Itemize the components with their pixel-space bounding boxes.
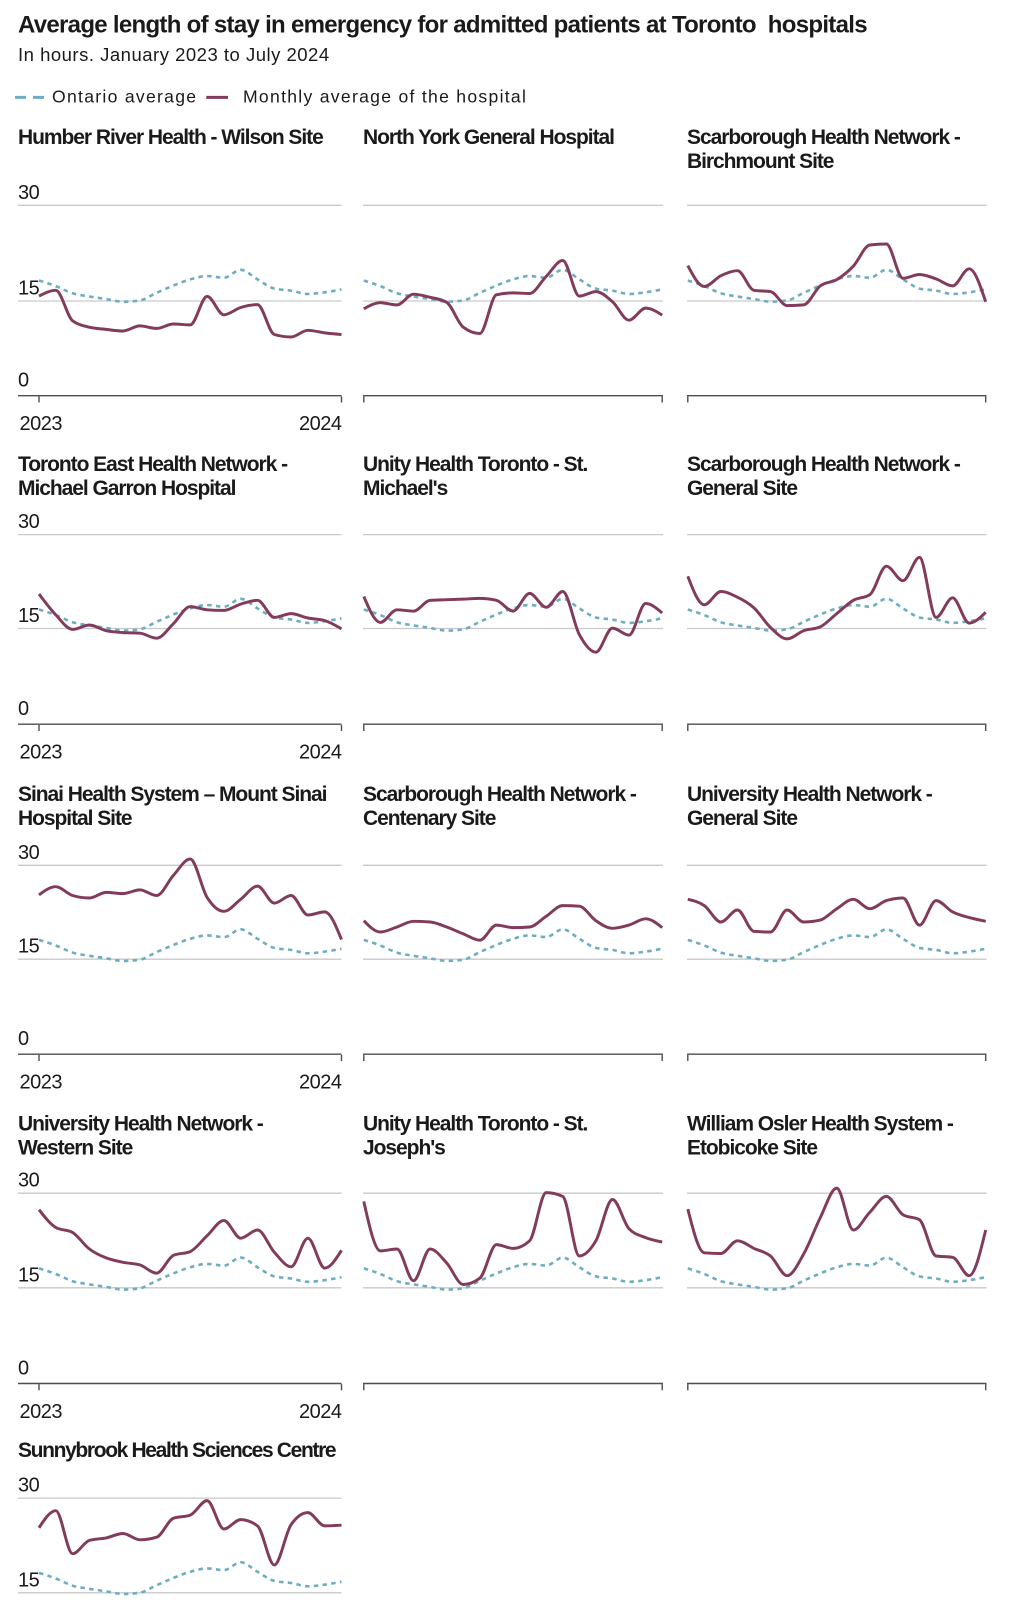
svg-text:Ontario average: Ontario average — [52, 86, 197, 106]
svg-text:0: 0 — [18, 1028, 29, 1050]
svg-text:30: 30 — [18, 842, 40, 864]
svg-text:30: 30 — [18, 1475, 40, 1497]
svg-text:Joseph's: Joseph's — [363, 1136, 445, 1159]
svg-text:General Site: General Site — [687, 477, 797, 500]
svg-text:2023: 2023 — [20, 1072, 63, 1094]
svg-text:2024: 2024 — [299, 742, 342, 764]
svg-text:15: 15 — [18, 1264, 40, 1286]
svg-text:2023: 2023 — [20, 1401, 63, 1423]
svg-text:Sunnybrook Health Sciences Cen: Sunnybrook Health Sciences Centre — [18, 1439, 336, 1462]
svg-text:30: 30 — [18, 511, 40, 533]
svg-text:30: 30 — [18, 182, 40, 204]
svg-text:Scarborough Health Network -: Scarborough Health Network - — [363, 783, 637, 806]
svg-text:Etobicoke Site: Etobicoke Site — [687, 1136, 817, 1159]
svg-text:Unity Health Toronto - St.: Unity Health Toronto - St. — [363, 1112, 588, 1135]
svg-text:0: 0 — [18, 1358, 29, 1380]
svg-text:University Health Network -: University Health Network - — [687, 783, 933, 806]
svg-text:Michael Garron Hospital: Michael Garron Hospital — [18, 477, 236, 500]
svg-text:2024: 2024 — [299, 1072, 342, 1094]
svg-text:Humber River Health - Wilson S: Humber River Health - Wilson Site — [18, 126, 323, 149]
svg-text:North York General Hospital: North York General Hospital — [363, 126, 614, 149]
svg-text:General Site: General Site — [687, 807, 797, 830]
svg-text:2023: 2023 — [20, 742, 63, 764]
svg-text:15: 15 — [18, 605, 40, 627]
svg-text:2024: 2024 — [299, 1401, 342, 1423]
svg-text:Sinai Health System – Mount Si: Sinai Health System – Mount Sinai — [18, 783, 327, 806]
svg-text:30: 30 — [18, 1170, 40, 1192]
svg-text:Monthly average of the hospita: Monthly average of the hospital — [243, 86, 527, 106]
svg-text:0: 0 — [18, 370, 29, 392]
svg-text:Average length of stay in emer: Average length of stay in emergency for … — [18, 12, 867, 39]
svg-text:Scarborough Health Network -: Scarborough Health Network - — [687, 126, 961, 149]
svg-text:Hospital Site: Hospital Site — [18, 807, 132, 830]
svg-text:Centenary Site: Centenary Site — [363, 807, 496, 830]
svg-text:15: 15 — [18, 1569, 40, 1591]
svg-text:In hours. January 2023 to July: In hours. January 2023 to July 2024 — [18, 44, 330, 65]
svg-text:William Osler Health System -: William Osler Health System - — [687, 1112, 954, 1135]
svg-text:Western Site: Western Site — [18, 1136, 133, 1159]
svg-text:Toronto East Health Network -: Toronto East Health Network - — [18, 453, 288, 476]
svg-text:Michael's: Michael's — [363, 477, 448, 500]
svg-text:0: 0 — [18, 698, 29, 720]
svg-text:2023: 2023 — [20, 413, 63, 435]
svg-text:University Health Network -: University Health Network - — [18, 1112, 264, 1135]
svg-text:2024: 2024 — [299, 413, 342, 435]
svg-text:Unity Health Toronto - St.: Unity Health Toronto - St. — [363, 453, 588, 476]
svg-text:Scarborough Health Network -: Scarborough Health Network - — [687, 453, 961, 476]
svg-text:Birchmount Site: Birchmount Site — [687, 150, 834, 173]
svg-text:15: 15 — [18, 936, 40, 958]
svg-text:15: 15 — [18, 278, 40, 300]
